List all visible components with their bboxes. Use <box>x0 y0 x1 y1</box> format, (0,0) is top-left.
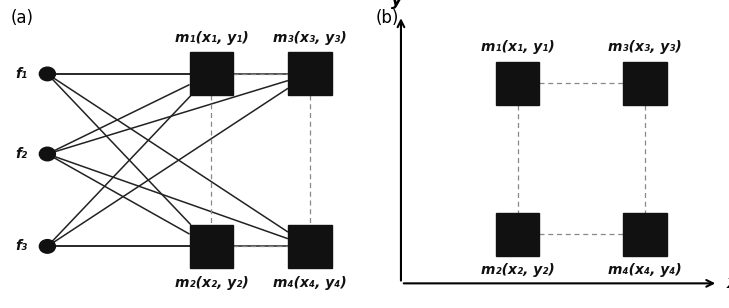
Text: m₄(x₄, y₄): m₄(x₄, y₄) <box>273 276 347 290</box>
Bar <box>623 62 667 105</box>
Bar <box>288 52 332 95</box>
Text: m₁(x₁, y₁): m₁(x₁, y₁) <box>480 40 555 54</box>
Bar <box>288 225 332 268</box>
Circle shape <box>39 147 55 161</box>
Text: (a): (a) <box>11 9 34 27</box>
Bar <box>496 62 539 105</box>
Bar <box>623 213 667 256</box>
Text: m₄(x₄, y₄): m₄(x₄, y₄) <box>608 263 682 277</box>
Text: f₃: f₃ <box>16 239 28 253</box>
Circle shape <box>39 240 55 253</box>
Text: m₂(x₂, y₂): m₂(x₂, y₂) <box>480 263 555 277</box>
Text: x: x <box>727 274 729 292</box>
Text: m₂(x₂, y₂): m₂(x₂, y₂) <box>174 276 249 290</box>
Text: m₃(x₃, y₃): m₃(x₃, y₃) <box>608 40 682 54</box>
Bar <box>190 225 233 268</box>
Bar <box>496 213 539 256</box>
Text: m₁(x₁, y₁): m₁(x₁, y₁) <box>174 31 249 45</box>
Circle shape <box>39 67 55 81</box>
Bar <box>190 52 233 95</box>
Text: (b): (b) <box>375 9 399 27</box>
Text: f₁: f₁ <box>16 67 28 81</box>
Text: y: y <box>391 0 403 9</box>
Text: m₃(x₃, y₃): m₃(x₃, y₃) <box>273 31 347 45</box>
Text: f₂: f₂ <box>16 147 28 161</box>
